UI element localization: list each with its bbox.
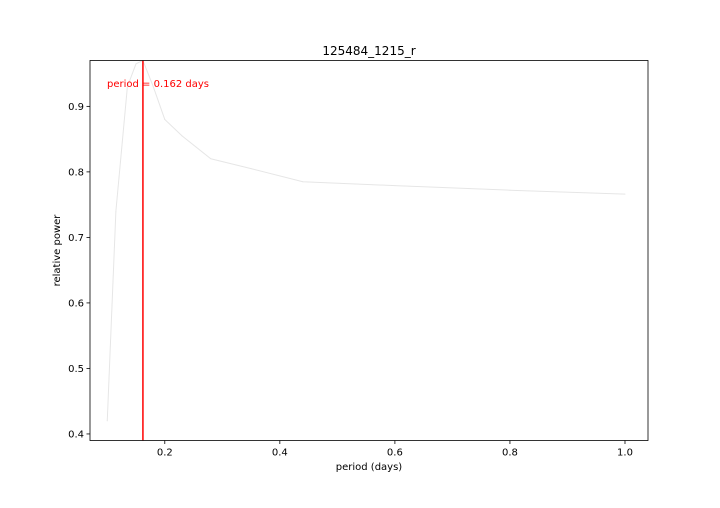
x-tick-label: 0.8 — [502, 448, 518, 459]
period-annotation: period = 0.162 days — [107, 79, 209, 90]
x-tick-label: 0.2 — [157, 448, 173, 459]
y-tick-label: 0.9 — [68, 102, 84, 113]
x-tick-label: 0.6 — [387, 448, 403, 459]
series-layer — [106, 60, 626, 422]
data-point — [250, 168, 252, 170]
x-axis: 0.2 0.4 0.6 0.8 1.0 — [157, 440, 633, 459]
x-tick-label: 1.0 — [617, 448, 633, 459]
plot-area-frame — [89, 60, 649, 441]
chart-title: 125484_1215_r — [322, 44, 415, 58]
y-axis: 0.4 0.5 0.6 0.7 0.8 0.9 — [68, 102, 90, 440]
y-axis-label: relative power — [52, 214, 63, 287]
data-point — [106, 420, 108, 422]
x-tick-label: 0.4 — [272, 448, 288, 459]
x-axis-label: period (days) — [336, 462, 403, 473]
y-tick-label: 0.4 — [68, 429, 84, 440]
data-point — [126, 86, 128, 88]
data-point — [115, 210, 117, 212]
y-tick-label: 0.5 — [68, 364, 84, 375]
series-line-0 — [106, 60, 626, 421]
y-tick-label: 0.7 — [68, 233, 84, 244]
data-point — [152, 86, 154, 88]
y-tick-label: 0.8 — [68, 167, 84, 178]
data-point — [181, 135, 183, 137]
data-point — [509, 189, 511, 191]
data-point — [302, 181, 304, 183]
y-tick-label: 0.6 — [68, 298, 84, 309]
data-point — [210, 158, 212, 160]
data-point — [164, 118, 166, 120]
data-point — [394, 185, 396, 187]
data-point — [135, 63, 137, 65]
data-point — [624, 193, 626, 195]
